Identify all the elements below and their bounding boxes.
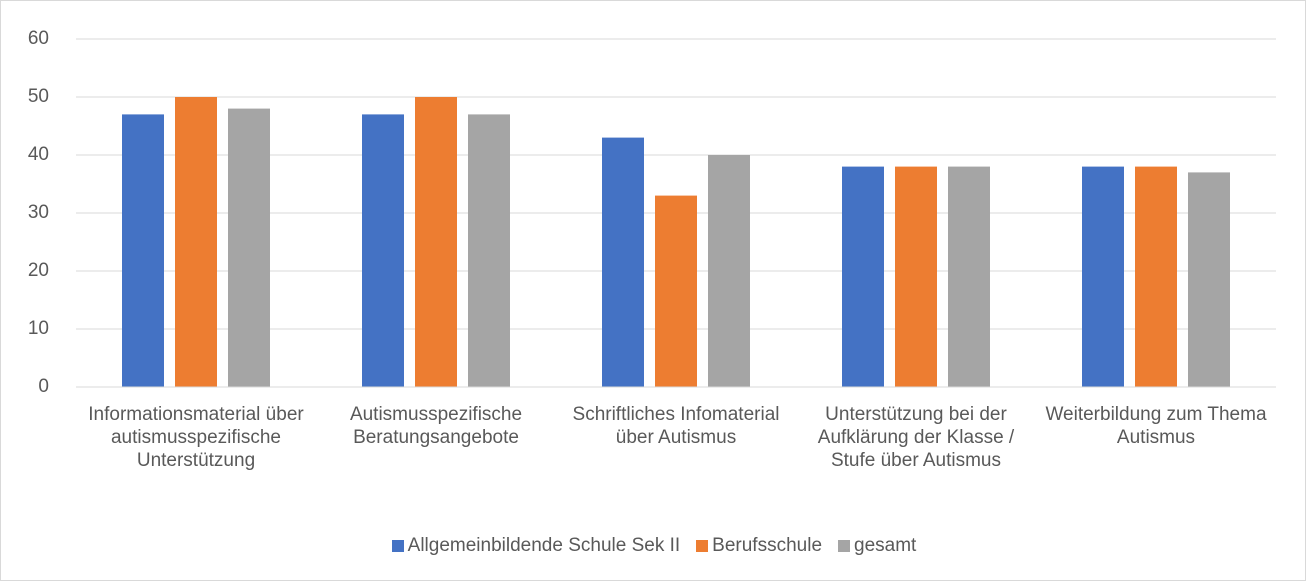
legend-swatch bbox=[838, 540, 851, 552]
legend: Allgemeinbildende Schule Sek II Berufssch… bbox=[1, 535, 1306, 557]
legend-item: Berufsschule bbox=[696, 535, 822, 557]
bar bbox=[228, 108, 270, 387]
bar bbox=[468, 114, 510, 388]
bar bbox=[175, 97, 217, 387]
bar bbox=[1188, 172, 1230, 387]
y-tick-label: 50 bbox=[28, 86, 49, 107]
y-tick-label: 10 bbox=[28, 318, 49, 339]
bar bbox=[602, 137, 644, 387]
x-tick-label: Autismusspezifische Beratungsangebote bbox=[349, 404, 523, 448]
y-tick-label: 60 bbox=[28, 28, 49, 49]
bar bbox=[362, 114, 404, 388]
legend-label: gesamt bbox=[854, 535, 917, 556]
bar bbox=[1135, 166, 1177, 387]
bar bbox=[895, 166, 937, 387]
legend-swatch bbox=[391, 540, 404, 552]
legend-item: gesamt bbox=[838, 535, 916, 557]
x-tick-label: Informationsmaterial über autismusspezif… bbox=[88, 404, 304, 471]
bar bbox=[655, 195, 697, 387]
y-tick-label: 40 bbox=[28, 144, 49, 165]
x-tick-label: Schriftliches Infomaterial über Autismus bbox=[572, 404, 780, 448]
legend-swatch bbox=[696, 540, 709, 552]
bar bbox=[1082, 166, 1124, 387]
legend-item: Allgemeinbildende Schule Sek II bbox=[391, 535, 681, 557]
bar bbox=[948, 166, 990, 387]
bar bbox=[415, 97, 457, 387]
y-tick-label: 20 bbox=[28, 260, 49, 281]
y-tick-label: 30 bbox=[28, 202, 49, 223]
bar bbox=[708, 155, 750, 387]
y-tick-label: 0 bbox=[38, 376, 49, 397]
x-tick-label: Weiterbildung zum Thema Autismus bbox=[1045, 404, 1267, 448]
bar bbox=[842, 166, 884, 387]
legend-label: Berufsschule bbox=[712, 535, 823, 556]
legend-label: Allgemeinbildende Schule Sek II bbox=[407, 535, 681, 556]
bar bbox=[122, 114, 164, 388]
x-tick-label: Unterstützung bei der Aufklärung der Kla… bbox=[817, 404, 1015, 471]
